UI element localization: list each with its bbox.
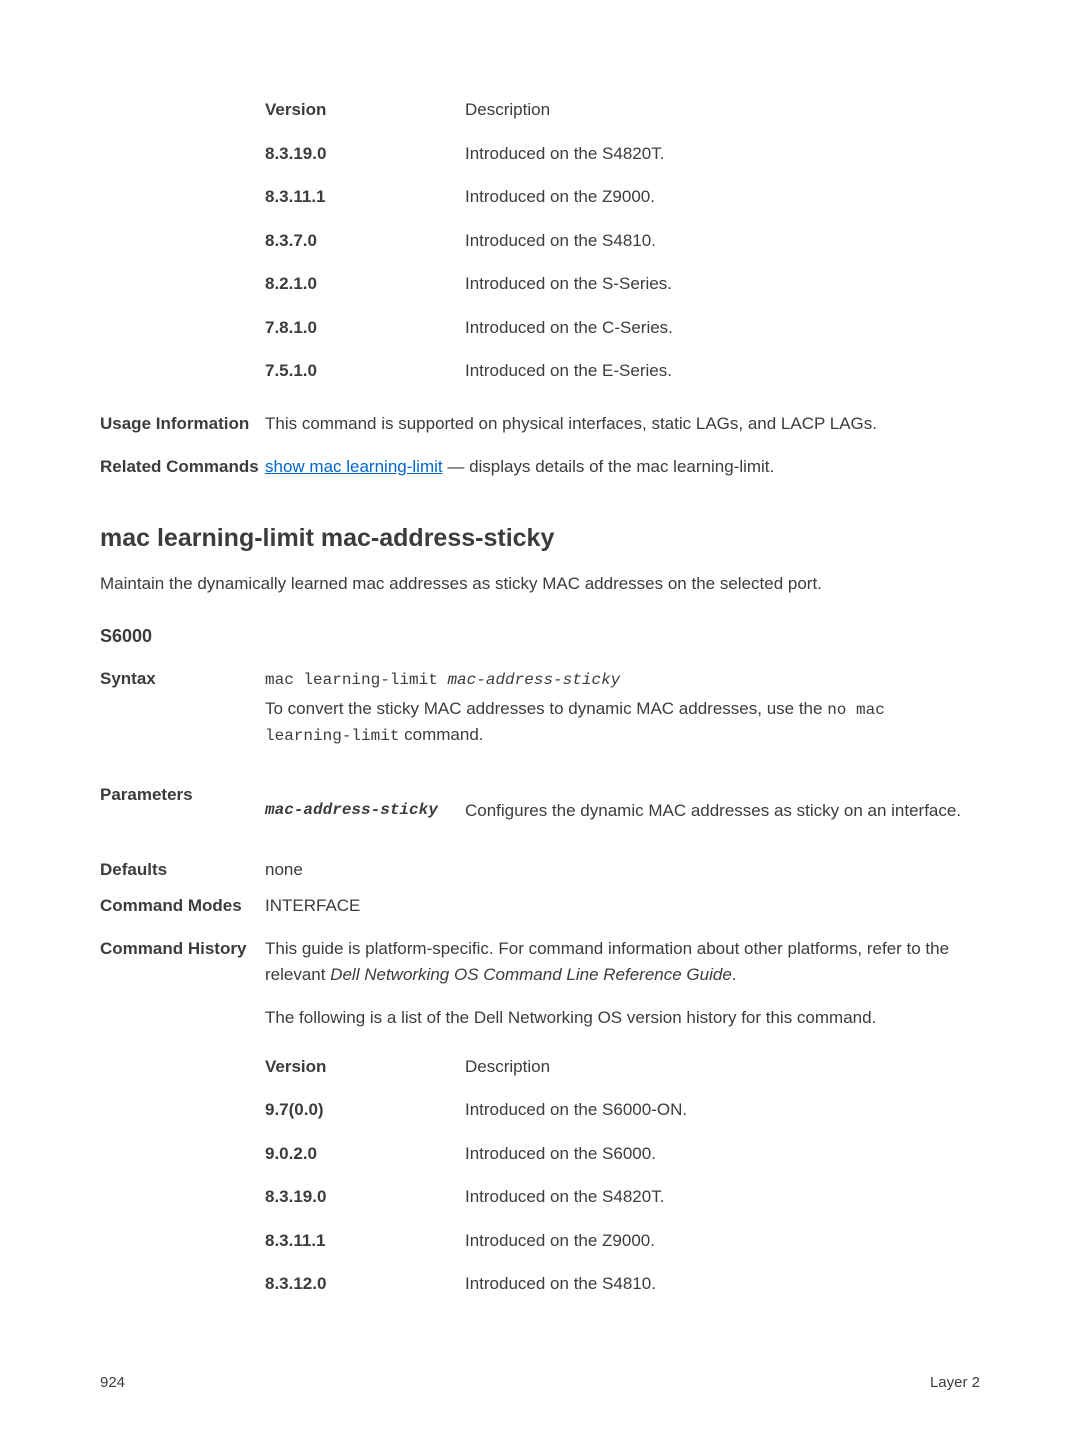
syntax-note-post: command. xyxy=(399,725,483,744)
command-modes-label: Command Modes xyxy=(100,893,265,919)
version-cell: 8.3.19.0 xyxy=(265,132,465,176)
chapter-label: Layer 2 xyxy=(930,1372,980,1395)
defaults-label: Defaults xyxy=(100,857,265,883)
table-row: 8.3.19.0 Introduced on the S4820T. xyxy=(265,132,980,176)
related-rest: — displays details of the mac learning-l… xyxy=(443,457,775,476)
table-row: 8.3.12.0 Introduced on the S4810. xyxy=(265,1262,980,1306)
section-title: mac learning-limit mac-address-sticky xyxy=(100,520,980,558)
table-row: 8.3.7.0 Introduced on the S4810. xyxy=(265,219,980,263)
usage-information-block: Usage Information This command is suppor… xyxy=(100,411,980,437)
syntax-label: Syntax xyxy=(100,666,265,748)
parameter-name: mac-address-sticky xyxy=(265,798,465,824)
table-row: 8.3.11.1 Introduced on the Z9000. xyxy=(265,1219,980,1263)
syntax-cmd-prefix: mac learning-limit xyxy=(265,671,447,689)
related-label: Related Commands xyxy=(100,454,265,480)
parameters-label: Parameters xyxy=(100,782,265,824)
version-cell: 8.3.19.0 xyxy=(265,1175,465,1219)
page-footer: 924 Layer 2 xyxy=(100,1372,980,1395)
version-cell: 8.2.1.0 xyxy=(265,262,465,306)
description-cell: Introduced on the E-Series. xyxy=(465,349,980,393)
history-p1-ital: Dell Networking OS Command Line Referenc… xyxy=(330,965,732,984)
table-row: 9.0.2.0 Introduced on the S6000. xyxy=(265,1132,980,1176)
version-cell: 8.3.11.1 xyxy=(265,175,465,219)
empty-left xyxy=(100,88,265,393)
defaults-value: none xyxy=(265,857,980,883)
usage-label: Usage Information xyxy=(100,411,265,437)
table-row: 7.5.1.0 Introduced on the E-Series. xyxy=(265,349,980,393)
command-modes-block: Command Modes INTERFACE xyxy=(100,893,980,919)
syntax-command: mac learning-limit mac-address-sticky xyxy=(265,666,980,692)
history-p2: The following is a list of the Dell Netw… xyxy=(265,1005,980,1031)
version-cell: 7.5.1.0 xyxy=(265,349,465,393)
col-header-version: Version xyxy=(265,1045,465,1089)
page-number: 924 xyxy=(100,1372,125,1395)
parameter-row: mac-address-sticky Configures the dynami… xyxy=(265,798,980,824)
description-cell: Introduced on the S-Series. xyxy=(465,262,980,306)
description-cell: Introduced on the S4820T. xyxy=(465,1175,980,1219)
description-cell: Introduced on the C-Series. xyxy=(465,306,980,350)
table-row: 8.2.1.0 Introduced on the S-Series. xyxy=(265,262,980,306)
parameters-block: Parameters mac-address-sticky Configures… xyxy=(100,782,980,824)
command-history-label: Command History xyxy=(100,936,265,1306)
syntax-note-pre: To convert the sticky MAC addresses to d… xyxy=(265,699,827,718)
syntax-block: Syntax mac learning-limit mac-address-st… xyxy=(100,666,980,748)
defaults-block: Defaults none xyxy=(100,857,980,883)
table-header-row: Version Description xyxy=(265,1045,980,1089)
description-cell: Introduced on the S4820T. xyxy=(465,132,980,176)
command-history-block: Command History This guide is platform-s… xyxy=(100,936,980,1306)
top-version-table-block: Version Description 8.3.19.0 Introduced … xyxy=(100,88,980,393)
section-description: Maintain the dynamically learned mac add… xyxy=(100,571,980,597)
related-text: show mac learning-limit — displays detai… xyxy=(265,454,980,480)
table-row: 8.3.19.0 Introduced on the S4820T. xyxy=(265,1175,980,1219)
history-p1: This guide is platform-specific. For com… xyxy=(265,936,980,987)
col-header-description: Description xyxy=(465,1045,980,1089)
history-p1-post: . xyxy=(732,965,737,984)
version-table-history: Version Description 9.7(0.0) Introduced … xyxy=(265,1045,980,1306)
version-cell: 7.8.1.0 xyxy=(265,306,465,350)
table-header-row: Version Description xyxy=(265,88,980,132)
description-cell: Introduced on the S6000. xyxy=(465,1132,980,1176)
description-cell: Introduced on the S4810. xyxy=(465,1262,980,1306)
version-cell: 9.7(0.0) xyxy=(265,1088,465,1132)
table-row: 7.8.1.0 Introduced on the C-Series. xyxy=(265,306,980,350)
description-cell: Introduced on the Z9000. xyxy=(465,1219,980,1263)
table-row: 9.7(0.0) Introduced on the S6000-ON. xyxy=(265,1088,980,1132)
related-link[interactable]: show mac learning-limit xyxy=(265,457,443,476)
version-cell: 9.0.2.0 xyxy=(265,1132,465,1176)
version-cell: 8.3.7.0 xyxy=(265,219,465,263)
description-cell: Introduced on the S6000-ON. xyxy=(465,1088,980,1132)
version-cell: 8.3.11.1 xyxy=(265,1219,465,1263)
version-cell: 8.3.12.0 xyxy=(265,1262,465,1306)
usage-text: This command is supported on physical in… xyxy=(265,411,980,437)
version-table-top: Version Description 8.3.19.0 Introduced … xyxy=(265,88,980,393)
description-cell: Introduced on the Z9000. xyxy=(465,175,980,219)
parameter-description: Configures the dynamic MAC addresses as … xyxy=(465,798,980,824)
command-modes-value: INTERFACE xyxy=(265,893,980,919)
syntax-note: To convert the sticky MAC addresses to d… xyxy=(265,696,980,748)
description-cell: Introduced on the S4810. xyxy=(465,219,980,263)
table-row: 8.3.11.1 Introduced on the Z9000. xyxy=(265,175,980,219)
col-header-description: Description xyxy=(465,88,980,132)
related-commands-block: Related Commands show mac learning-limit… xyxy=(100,454,980,480)
col-header-version: Version xyxy=(265,88,465,132)
syntax-cmd-ital: mac-address-sticky xyxy=(447,671,620,689)
model-label: S6000 xyxy=(100,623,980,650)
